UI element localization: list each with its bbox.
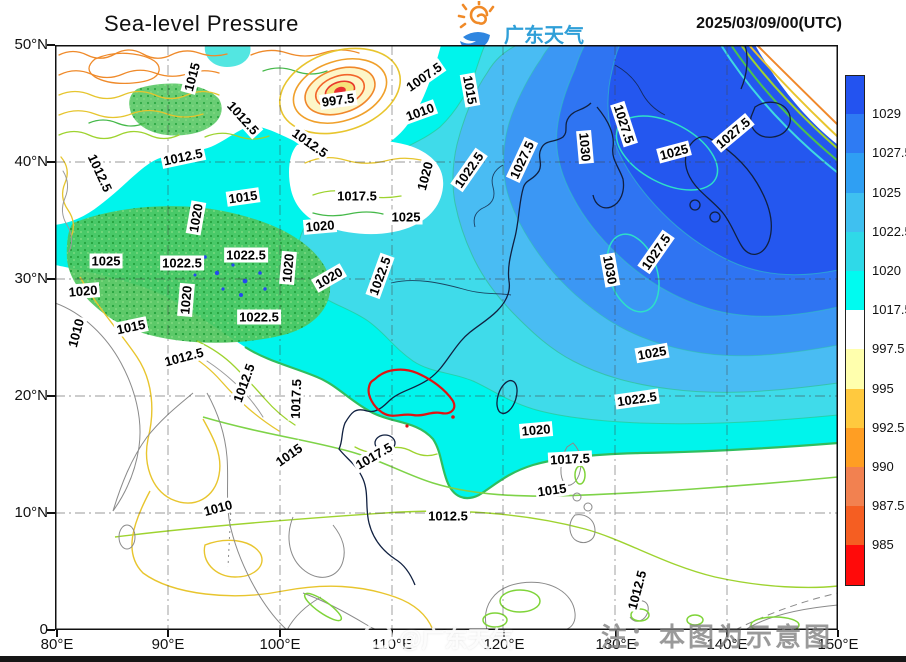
pressure-map-canvas: [55, 45, 838, 630]
colorbar-segment: [845, 506, 865, 547]
contour-label: 1020: [65, 282, 101, 300]
colorbar-label: 1025: [872, 184, 901, 200]
island-greens: [303, 465, 800, 630]
colorbar-label: 985: [872, 537, 894, 553]
colorbar-segment: [845, 310, 865, 351]
colorbar-label: 995: [872, 380, 894, 396]
colorbar-label: 1017.5: [872, 302, 906, 318]
contour-label: 1020: [302, 217, 338, 235]
plateau-speckle: [66, 45, 331, 343]
lon-tick: [503, 630, 505, 637]
lon-tick: [167, 630, 169, 637]
colorbar-segment: [845, 192, 865, 233]
terrain-contours: [58, 49, 438, 457]
lat-tick: [47, 278, 55, 280]
corner-contours: [720, 45, 838, 174]
brand-text: 广东天气: [504, 25, 584, 47]
pressure-map: 1015 1012.5 997.5 1007.5 1010 1012.5 1012.5 101…: [55, 45, 838, 652]
lon-label: 80°E: [40, 636, 74, 653]
lat-label: 20°N: [14, 387, 48, 404]
colorbar-label: 990: [872, 459, 894, 474]
typhoon-swirl-icon: [460, 31, 490, 50]
lon-tick: [726, 630, 728, 637]
contour-label: 1022.5: [237, 309, 281, 325]
graticule: [55, 45, 838, 630]
colorbar-label: 1029: [872, 106, 901, 122]
colorbar-segment: [845, 153, 865, 194]
lat-label: 0: [39, 621, 48, 638]
lon-label: 130°E: [595, 636, 637, 653]
lon-label: 140°E: [706, 636, 748, 653]
colorbar-segment: [845, 388, 865, 429]
contour-label: 1022.5: [160, 255, 204, 271]
contour-label: 1025: [89, 253, 123, 269]
lat-tick: [47, 44, 55, 46]
lat-tick: [47, 161, 55, 163]
handle-watermark: @广东天气: [363, 620, 513, 654]
colorbar-segment: [845, 271, 865, 312]
colorbar-segment: [845, 114, 865, 155]
map-border: [55, 45, 838, 630]
colorbar-segment: [845, 427, 865, 468]
contour-label: 1017.5: [287, 376, 305, 422]
lat-tick: [47, 395, 55, 397]
datetime-label: 2025/03/09/00(UTC): [696, 15, 842, 32]
lon-tick: [837, 630, 839, 637]
lat-label: 30°N: [14, 270, 48, 287]
colorbar-segment: [845, 349, 865, 390]
contour-label: 1020: [518, 421, 554, 439]
lon-tick: [279, 630, 281, 637]
contour-label: 1030: [576, 129, 594, 165]
coastlines-gray: [55, 302, 838, 630]
colorbar-label: 1027.5: [872, 145, 906, 161]
lat-label: 10°N: [14, 504, 48, 521]
contour-label: 1022.5: [224, 247, 268, 263]
colorbar-label: 987.5: [872, 498, 905, 514]
contour-label: 1017.5: [547, 450, 593, 468]
colorbar-segment: [845, 467, 865, 508]
guangdong-weather-logo: [457, 1, 495, 50]
colorbar-label: 1022.5: [872, 223, 906, 239]
contour-label: 1020: [177, 282, 195, 318]
lon-label: 150°E: [817, 636, 859, 653]
lat-tick: [47, 629, 55, 631]
lon-tick: [615, 630, 617, 637]
lon-tick: [56, 630, 58, 637]
lat-tick: [47, 512, 55, 514]
guangdong-outline: [367, 368, 456, 428]
lon-label: 100°E: [259, 636, 301, 653]
colorbar-segment: [845, 231, 865, 272]
colorbar-segment: [845, 75, 865, 117]
typhoon-ring-icon: [363, 622, 393, 652]
note-watermark: 注：本图为示意图: [601, 622, 834, 652]
handle-text: @广东天气: [399, 626, 514, 652]
page-title: Sea-level Pressure: [104, 11, 299, 36]
contour-label: 1017.5: [335, 188, 379, 204]
colorbar-label: 1020: [872, 263, 901, 278]
south-contours: [79, 276, 838, 630]
contour-label: 1025: [389, 209, 423, 225]
lat-label: 40°N: [14, 153, 48, 170]
contour-label: 1012.5: [426, 508, 470, 524]
lon-label: 120°E: [483, 636, 525, 653]
band-1029: [607, 45, 838, 276]
contour-label: 1020: [279, 250, 297, 286]
contour-1017-line: [244, 346, 838, 500]
colorbar-label: 997.5: [872, 341, 905, 357]
colorbar-label: 992.5: [872, 419, 905, 435]
lon-label: 90°E: [151, 636, 185, 653]
colorbar-segment: [845, 545, 865, 586]
lat-label: 50°N: [14, 36, 48, 53]
bottom-strip: [0, 656, 906, 662]
